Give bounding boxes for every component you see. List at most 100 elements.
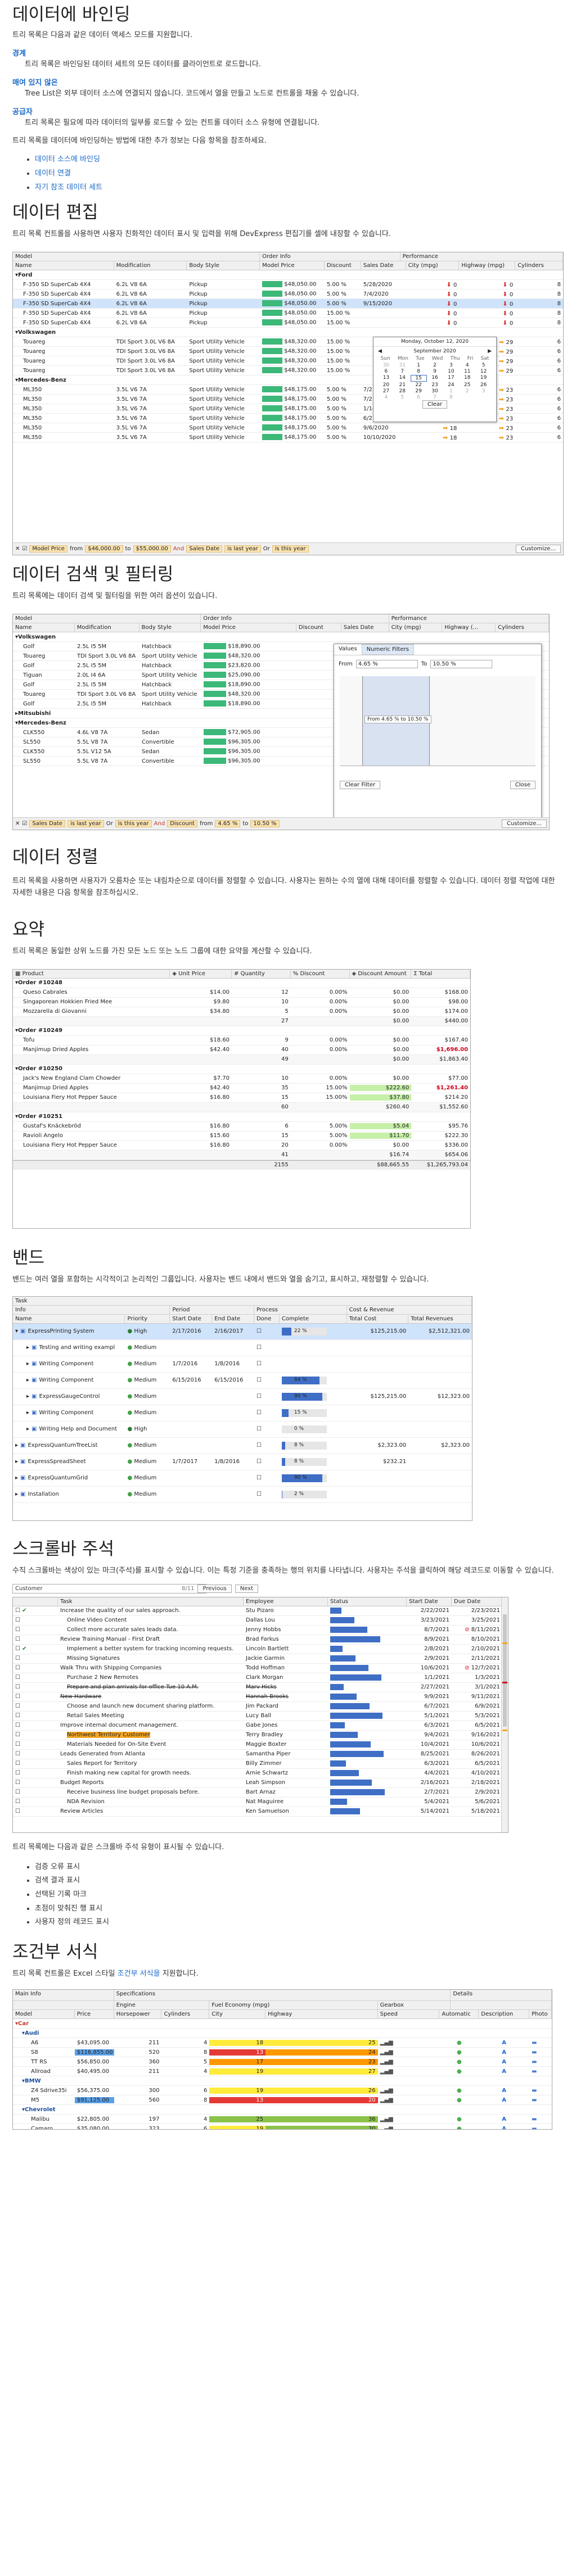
table-row[interactable]: Touareg TDI Sport 3.0L V6 8A Sport Utility…: [13, 347, 563, 357]
table-cell[interactable]: $96,305.00: [201, 758, 297, 764]
chevron-right-icon[interactable]: ▸: [26, 1393, 30, 1400]
calendar-day[interactable]: 31: [399, 363, 406, 369]
table-cell[interactable]: $18,890.00: [201, 700, 297, 707]
due-date[interactable]: 2/9/2021: [452, 1789, 502, 1795]
city-cell[interactable]: 19: [209, 2087, 266, 2094]
col-highway[interactable]: Highway (mpg): [459, 261, 516, 270]
band-cost-revenue[interactable]: Cost & Revenue: [347, 1305, 472, 1314]
band-performance[interactable]: Performance: [389, 614, 549, 623]
column-header[interactable]: Model: [13, 2010, 75, 2019]
calendar-day[interactable]: 12: [480, 369, 487, 375]
table-cell[interactable]: 20: [281, 1142, 289, 1149]
column-header[interactable]: Start Date: [407, 1597, 452, 1606]
table-cell[interactable]: 5.5L V8 7A: [77, 739, 108, 745]
column-header[interactable]: # Quantity: [232, 969, 291, 978]
table-cell[interactable]: Touareg: [23, 367, 46, 374]
table-cell[interactable]: Touareg: [23, 691, 46, 698]
table-row[interactable]: F-350 SD SuperCab 4X4 6.2L V8 6A Pickup $4…: [13, 289, 563, 300]
employee-cell[interactable]: Hannah Brooks: [246, 1694, 289, 1700]
photo-cell[interactable]: ▬: [529, 2126, 552, 2130]
checkbox-icon[interactable]: ☐: [15, 1722, 20, 1729]
city-cell[interactable]: 19: [209, 2125, 266, 2130]
table-row[interactable]: SL550 5.5L V8 7A Convertible $96,305.00: [13, 757, 549, 767]
table-cell[interactable]: Golf: [23, 662, 35, 669]
table-cell[interactable]: Gustaf's Knäckebröd: [23, 1123, 81, 1130]
table-cell[interactable]: Touareg: [23, 348, 46, 355]
table-row[interactable]: ☐ Choose and launch new document sharing …: [13, 1702, 508, 1712]
total-revenues[interactable]: $2,512,321.00: [428, 1328, 470, 1335]
table-cell[interactable]: TDI Sport 3.0L V6 8A: [116, 348, 175, 355]
table-cell[interactable]: 6.2L V8 6A: [116, 291, 147, 297]
employee-cell[interactable]: Clark Morgan: [246, 1674, 284, 1681]
total-cost[interactable]: $2,323.00: [377, 1442, 407, 1449]
table-cell[interactable]: Touareg: [23, 357, 46, 364]
checkbox-icon[interactable]: ☐: [15, 1665, 20, 1672]
calendar-day[interactable]: 5: [482, 363, 485, 369]
horsepower-cell[interactable]: 520: [148, 2049, 160, 2056]
table-cell[interactable]: 15.00 %: [326, 348, 350, 355]
table-cell[interactable]: Louisiana Fiery Hot Pepper Sauce: [23, 1094, 117, 1101]
checkbox-icon[interactable]: ☐: [15, 1770, 20, 1777]
checkbox-icon[interactable]: ☐: [15, 1780, 20, 1786]
cylinders-cell[interactable]: 5: [203, 2058, 208, 2065]
table-cell[interactable]: 6: [557, 338, 561, 345]
start-date[interactable]: 2/9/2021: [424, 1655, 449, 1662]
table-cell[interactable]: 5.00 %: [326, 291, 346, 297]
table-cell[interactable]: 12: [281, 989, 289, 996]
table-cell[interactable]: 15.00 %: [326, 319, 350, 326]
task-cell[interactable]: Choose and launch new document sharing p…: [58, 1703, 244, 1709]
due-date[interactable]: 6/5/2021: [452, 1722, 502, 1728]
column-header[interactable]: Due Date: [452, 1597, 502, 1606]
conditional-treelist[interactable]: Main Info Specifications Details Engine …: [12, 1989, 552, 2130]
task-name-cell[interactable]: ▾ ▣ ExpressPrinting System: [13, 1328, 125, 1334]
group-row[interactable]: ▾ Volkswagen: [13, 328, 563, 338]
done-cell[interactable]: ☐: [254, 1344, 280, 1351]
calendar-day[interactable]: 22: [415, 382, 422, 388]
table-cell[interactable]: 15.00 %: [326, 357, 350, 364]
done-cell[interactable]: ☐: [254, 1426, 280, 1432]
chevron-down-icon[interactable]: ▾: [15, 1113, 19, 1120]
filter-and-label[interactable]: And: [154, 821, 165, 827]
col-cylinders[interactable]: Cylinders: [496, 623, 549, 632]
table-cell[interactable]: 6.2L V8 6A: [116, 310, 147, 316]
table-cell[interactable]: ML350: [23, 424, 42, 431]
end-date[interactable]: 2/16/2017: [214, 1328, 244, 1335]
calendar-day[interactable]: 24: [448, 382, 454, 388]
table-cell[interactable]: $48,175.00: [260, 405, 325, 412]
filter-check-icon[interactable]: ☑: [22, 546, 28, 553]
start-date[interactable]: 1/7/2017: [172, 1459, 198, 1465]
table-cell[interactable]: ⬇ 0: [459, 291, 515, 298]
filter-to-value[interactable]: $55,000.00: [133, 545, 171, 553]
table-cell[interactable]: Manjimup Dried Apples: [23, 1085, 89, 1092]
table-cell[interactable]: F-350 SD SuperCab 4X4: [23, 310, 91, 316]
task-cell[interactable]: Budget Reports: [58, 1780, 244, 1786]
table-cell[interactable]: ➡ 29: [459, 348, 515, 355]
calendar-day[interactable]: 14: [399, 375, 406, 381]
col-city[interactable]: City (mpg): [406, 261, 460, 270]
table-cell[interactable]: $0.00: [393, 1037, 410, 1044]
chevron-right-icon[interactable]: ▸: [26, 1361, 30, 1368]
table-row[interactable]: ☐ Retail Sales Meeting Lucy Ball 5/1/2021 5/…: [13, 1712, 508, 1721]
table-row[interactable]: ☐ Receive business line budget proposals …: [13, 1788, 508, 1798]
table-cell[interactable]: Touareg: [23, 653, 46, 659]
band-period[interactable]: Period: [170, 1305, 254, 1314]
table-cell[interactable]: $48,050.00: [260, 291, 325, 297]
done-cell[interactable]: ☐: [254, 1410, 280, 1416]
table-cell[interactable]: $42.40: [210, 1085, 230, 1092]
done-checkbox[interactable]: ☐: [256, 1361, 262, 1368]
column-header[interactable]: Employee: [244, 1597, 328, 1606]
highway-cell[interactable]: 23: [266, 2058, 378, 2065]
table-cell[interactable]: 5.5L V8 7A: [77, 758, 108, 764]
checkbox-icon[interactable]: ☐: [15, 1608, 20, 1614]
employee-cell[interactable]: Jackie Garmin: [246, 1655, 285, 1662]
table-row[interactable]: F-350 SD SuperCab 4X4 6.2L V8 6A Pickup $4…: [13, 309, 563, 319]
calendar-day[interactable]: 1: [417, 363, 420, 369]
close-button[interactable]: Close: [510, 781, 536, 790]
table-cell[interactable]: $48,175.00: [260, 396, 325, 402]
due-date[interactable]: 2/23/2021: [452, 1608, 502, 1614]
table-cell[interactable]: Mozzarella di Giovanni: [23, 1008, 87, 1015]
table-cell[interactable]: $18.60: [210, 1037, 230, 1044]
group-row[interactable]: ▾ Volkswagen: [13, 632, 549, 642]
cylinders-cell[interactable]: 6: [203, 2125, 208, 2130]
table-cell[interactable]: 5.00%: [329, 1133, 348, 1139]
